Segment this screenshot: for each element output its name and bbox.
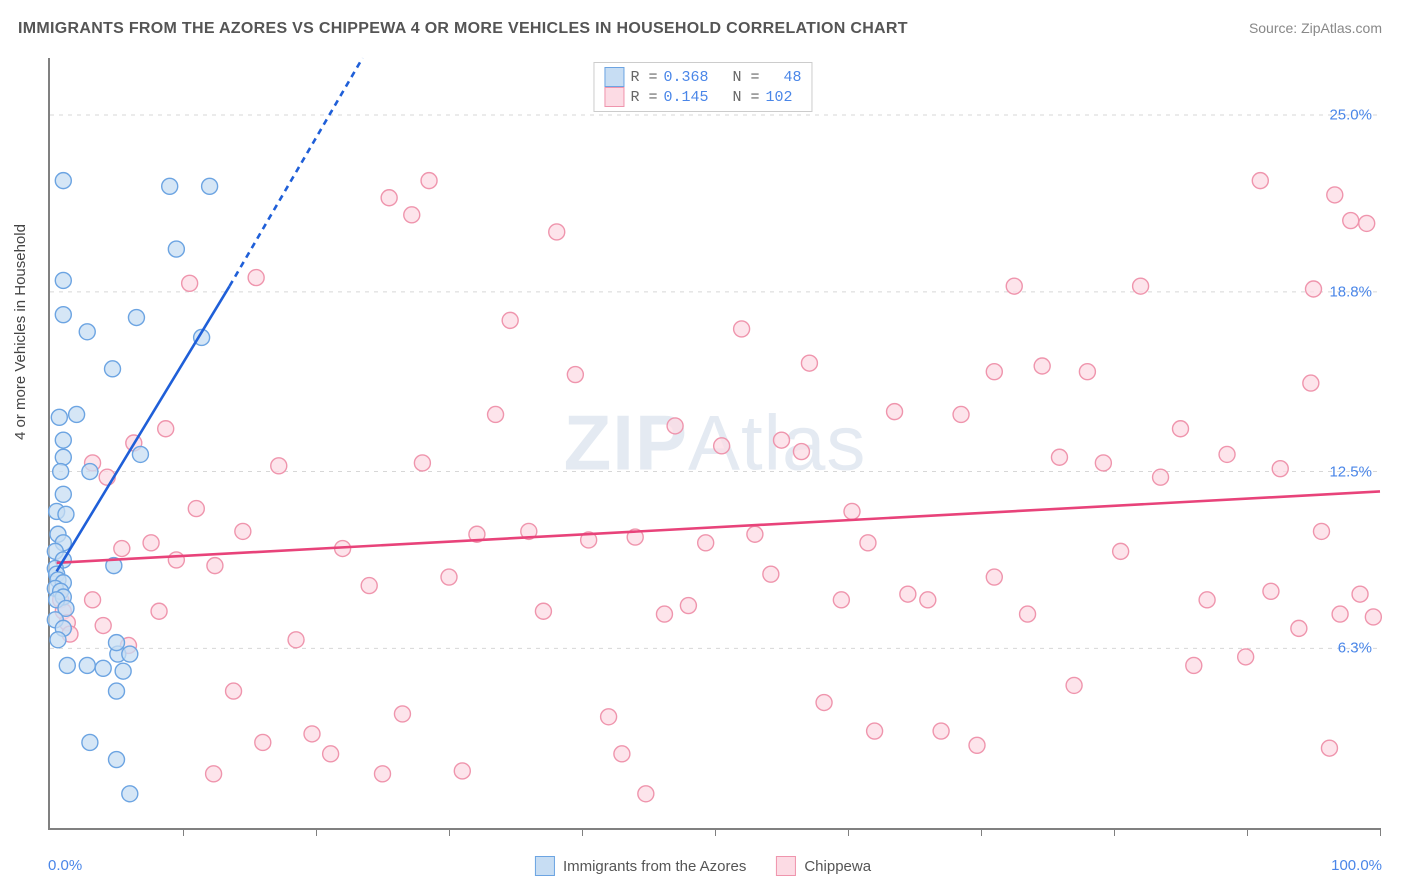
y-tick-label: 6.3% (1338, 640, 1372, 657)
legend-swatch-1 (535, 856, 555, 876)
stats-legend-row-2: R = 0.145 N = 102 (604, 87, 801, 107)
legend-item-2: Chippewa (776, 856, 871, 876)
scatter-plot-area: ZIPAtlas 6.3%12.5%18.8%25.0% (48, 58, 1380, 830)
x-tick (1247, 828, 1248, 836)
x-tick (1114, 828, 1115, 836)
y-tick-label: 18.8% (1329, 283, 1372, 300)
swatch-series-2 (604, 87, 624, 107)
swatch-series-1 (604, 67, 624, 87)
x-tick (449, 828, 450, 836)
stats-legend: R = 0.368 N = 48 R = 0.145 N = 102 (593, 62, 812, 112)
stat-r-value-2: 0.145 (663, 89, 708, 106)
stat-n-label-1: N = (714, 69, 759, 86)
source-attribution: Source: ZipAtlas.com (1249, 20, 1382, 36)
source-value: ZipAtlas.com (1301, 20, 1382, 36)
y-axis-title: 4 or more Vehicles in Household (12, 224, 29, 440)
stat-r-value-1: 0.368 (663, 69, 708, 86)
y-tick-label: 25.0% (1329, 107, 1372, 124)
x-tick (582, 828, 583, 836)
stat-r-label-2: R = (630, 89, 657, 106)
stat-n-value-2: 102 (766, 89, 793, 106)
x-tick (183, 828, 184, 836)
series-legend: Immigrants from the Azores Chippewa (535, 856, 871, 876)
x-axis-min-label: 0.0% (48, 857, 82, 874)
legend-label-1: Immigrants from the Azores (563, 858, 746, 875)
stat-n-value-1: 48 (766, 69, 802, 86)
stat-r-label-1: R = (630, 69, 657, 86)
stat-n-label-2: N = (714, 89, 759, 106)
x-tick (848, 828, 849, 836)
x-tick (981, 828, 982, 836)
plot-svg (50, 58, 1380, 828)
source-label: Source: (1249, 20, 1297, 36)
stats-legend-row-1: R = 0.368 N = 48 (604, 67, 801, 87)
y-tick-label: 12.5% (1329, 463, 1372, 480)
x-axis-max-label: 100.0% (1331, 857, 1382, 874)
chart-title: IMMIGRANTS FROM THE AZORES VS CHIPPEWA 4… (18, 20, 908, 38)
legend-label-2: Chippewa (804, 858, 871, 875)
x-tick (1380, 828, 1381, 836)
legend-swatch-2 (776, 856, 796, 876)
x-tick (316, 828, 317, 836)
x-tick (715, 828, 716, 836)
legend-item-1: Immigrants from the Azores (535, 856, 746, 876)
